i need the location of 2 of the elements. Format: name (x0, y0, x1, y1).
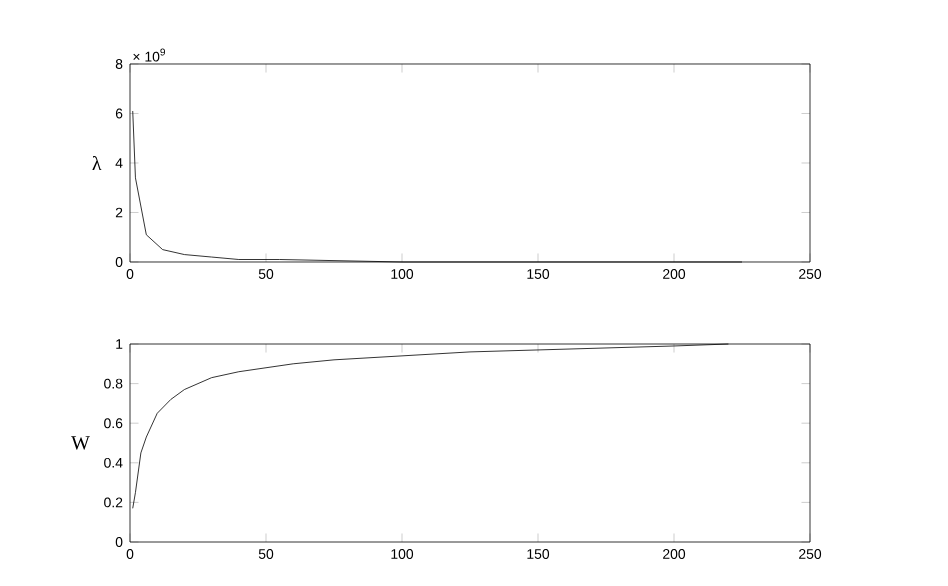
y-axis-title: W (71, 436, 90, 450)
y-axis-title: λ (92, 155, 102, 170)
